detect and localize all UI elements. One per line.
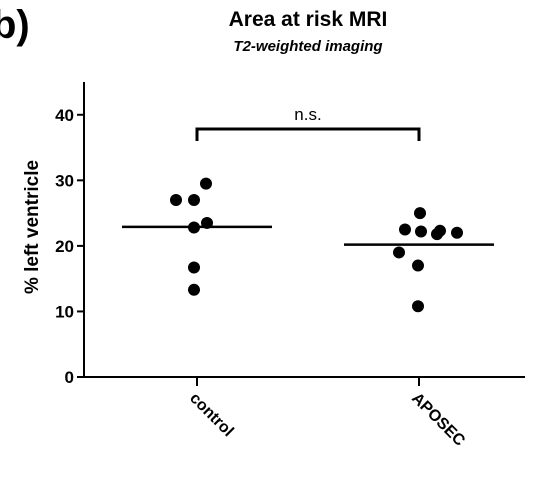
y-tick-label: 40 [55, 106, 74, 125]
data-point [399, 223, 411, 236]
significance-label: n.s. [294, 105, 321, 124]
significance-annotation: n.s. [195, 105, 421, 141]
x-tick-label: APOSEC [408, 390, 468, 450]
y-tick-label: 20 [55, 237, 74, 256]
y-tick-label: 0 [65, 368, 74, 387]
data-point [188, 194, 200, 206]
data-point [200, 177, 212, 190]
chart-subtitle: T2-weighted imaging [233, 38, 382, 55]
data-point [451, 226, 463, 239]
data-point [188, 261, 200, 274]
panel-label: b) [0, 3, 30, 47]
y-tick-label: 10 [55, 302, 74, 321]
data-point [431, 228, 443, 241]
data-point [412, 300, 424, 313]
significance-bracket [195, 127, 421, 141]
chart-title: Area at risk MRI [229, 8, 388, 31]
y-tick-label: 30 [55, 171, 74, 190]
data-point [170, 194, 182, 206]
data-point [415, 225, 427, 238]
axes: 0 10 20 30 40 control APOSEC [55, 82, 525, 450]
data-point [188, 283, 200, 296]
y-axis-label: % left ventricle [22, 160, 43, 294]
x-tick-label: control [186, 390, 236, 440]
data-point [414, 207, 426, 220]
data-point [412, 259, 424, 272]
data-marks [122, 177, 494, 313]
data-point [393, 246, 405, 259]
